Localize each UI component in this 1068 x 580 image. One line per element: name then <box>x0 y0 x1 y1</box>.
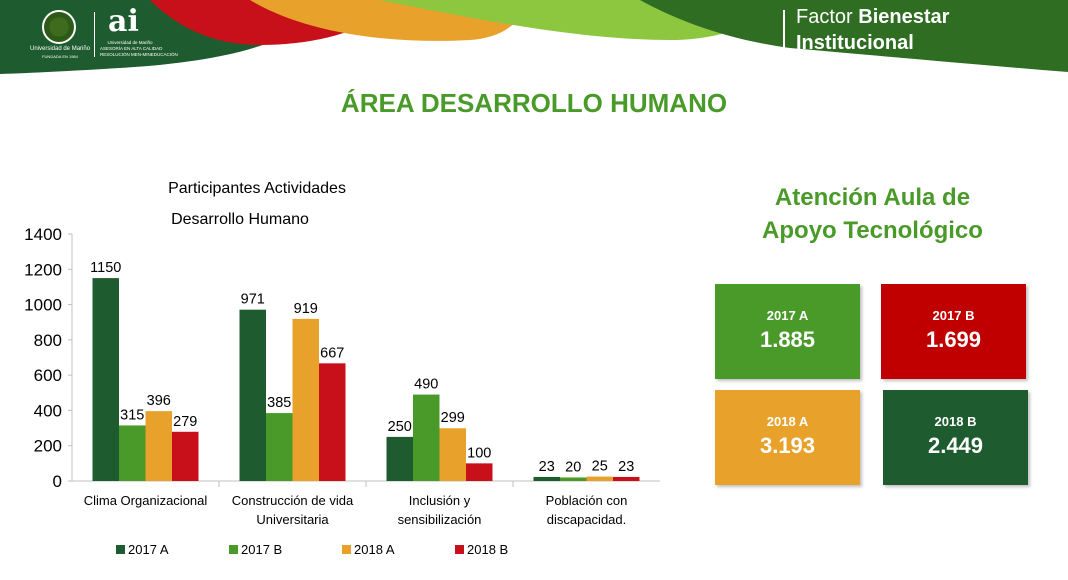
bar-2017a <box>239 309 266 481</box>
bar-2017b <box>266 413 293 481</box>
data-label: 396 <box>147 393 171 409</box>
bar-2018b <box>466 463 493 481</box>
y-tick-label: 1200 <box>24 260 62 279</box>
chart-title-line1: Participantes Actividades <box>168 180 346 197</box>
bar-2018a <box>292 318 319 481</box>
x-tick-label: sensibilización <box>398 512 482 527</box>
data-label: 1150 <box>90 260 121 276</box>
stat-card-label: 2017 A <box>766 308 809 323</box>
y-tick-label: 200 <box>34 437 62 456</box>
data-label: 23 <box>539 459 555 475</box>
x-tick-label: Universitaria <box>256 512 329 527</box>
data-label: 299 <box>441 410 465 426</box>
brand-title-line2: Institucional <box>796 32 914 54</box>
header-banner <box>0 0 1068 74</box>
bar-2017a <box>533 476 560 481</box>
stat-card-label: 2018 A <box>766 414 809 429</box>
bar-2018b <box>319 363 346 481</box>
bar-2018a <box>586 476 613 481</box>
chart-title-line2: Desarrollo Humano <box>171 211 309 228</box>
bar-2018a <box>439 428 466 481</box>
logo-divider <box>94 12 95 57</box>
bar-2017b <box>413 394 440 481</box>
y-tick-label: 600 <box>34 366 62 385</box>
data-label: 279 <box>173 414 197 430</box>
stat-card-value: 3.193 <box>759 433 816 458</box>
bar-2018b <box>613 476 640 481</box>
stat-card-2017b: 2017 B 1.699 <box>881 284 1026 379</box>
legend-label: 2018 A <box>354 542 395 557</box>
y-tick-label: 800 <box>34 331 62 350</box>
brand-divider <box>783 10 785 50</box>
university-seal-icon <box>42 10 76 44</box>
participants-bar-chart: Participantes Actividades Desarrollo Hum… <box>24 180 660 557</box>
data-label: 23 <box>618 459 634 475</box>
x-tick-label: Población con <box>546 493 628 508</box>
x-tick-label: Clima Organizacional <box>84 493 208 508</box>
brand-title-line1: Factor Bienestar <box>796 6 950 28</box>
panel-title-line1: Atención Aula de <box>774 184 971 211</box>
y-tick-label: 400 <box>34 401 62 420</box>
x-tick-label: Inclusión y <box>409 493 471 508</box>
bar-2017a <box>92 278 119 481</box>
legend-swatch <box>229 545 238 554</box>
data-label: 250 <box>388 419 412 435</box>
stat-card-label: 2017 B <box>932 308 975 323</box>
ai-logo: ai Universidad de Mariño ASESORÍA EN ALT… <box>100 4 178 66</box>
page-title: ÁREA DESARROLLO HUMANO <box>340 88 728 118</box>
bar-2017a <box>386 436 413 481</box>
data-label: 25 <box>592 459 608 475</box>
legend-swatch <box>455 545 464 554</box>
y-tick-label: 1000 <box>24 296 62 315</box>
university-name: Universidad de Mariño <box>30 46 91 52</box>
stat-card-2018b: 2018 B 2.449 <box>883 390 1028 485</box>
stat-card-2018a: 2018 A 3.193 <box>715 390 860 485</box>
legend-label: 2018 B <box>467 542 508 557</box>
stat-card-label: 2018 B <box>934 414 977 429</box>
stat-card-value: 1.699 <box>925 327 982 352</box>
university-founded: FUNDADA EN 1984 <box>42 54 78 59</box>
data-label: 315 <box>120 407 144 423</box>
data-label: 490 <box>414 377 438 393</box>
data-label: 20 <box>565 459 581 475</box>
x-tick-label: Construcción de vida <box>232 493 354 508</box>
stat-card-2017a: 2017 A 1.885 <box>715 284 860 379</box>
y-tick-label: 1400 <box>24 225 62 244</box>
data-label: 971 <box>241 292 265 308</box>
ai-logo-mark: ai <box>108 4 139 39</box>
stat-card-value: 1.885 <box>759 327 816 352</box>
banner-dark-green-right <box>640 0 1068 72</box>
bar-2017b <box>560 477 587 481</box>
data-label: 919 <box>294 301 318 317</box>
legend-label: 2017 B <box>241 542 282 557</box>
y-tick-label: 0 <box>53 472 62 491</box>
ai-logo-caption: Universidad de Mariño ASESORÍA EN ALTA C… <box>100 40 178 57</box>
panel-title-line2: Apoyo Tecnológico <box>762 217 983 244</box>
bar-2017b <box>119 425 146 481</box>
legend-label: 2017 A <box>128 542 169 557</box>
data-label: 100 <box>467 445 491 461</box>
bar-2018b <box>172 431 199 481</box>
bar-2018a <box>145 411 172 481</box>
x-tick-label: discapacidad. <box>547 512 627 527</box>
data-label: 667 <box>320 345 344 361</box>
legend-swatch <box>342 545 351 554</box>
legend-swatch <box>116 545 125 554</box>
data-label: 385 <box>267 395 291 411</box>
stat-card-value: 2.449 <box>927 433 984 458</box>
university-logo: Universidad de Mariño FUNDADA EN 1984 <box>30 10 90 65</box>
